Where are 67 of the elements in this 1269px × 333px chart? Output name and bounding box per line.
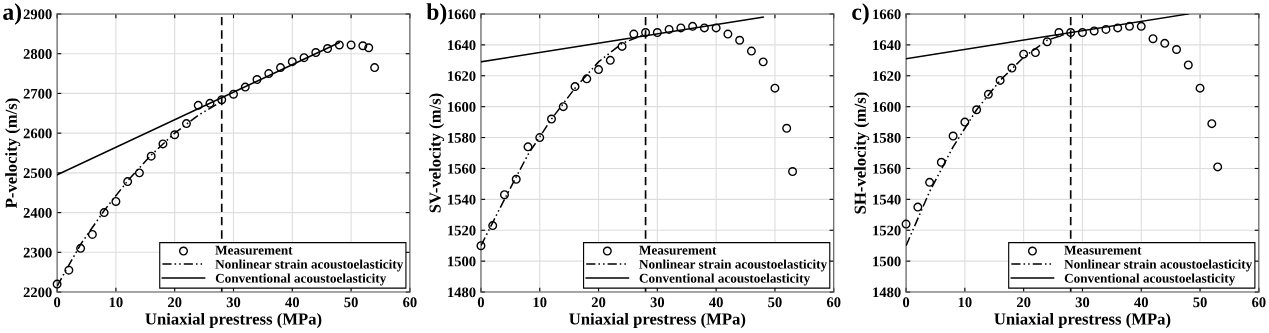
x-tick-label: 0	[902, 297, 910, 308]
x-tick-label: 30	[1075, 297, 1090, 308]
x-tick-label: 50	[1193, 297, 1207, 308]
y-tick-label: 1620	[873, 71, 901, 81]
legend-label: Measurement	[639, 245, 717, 255]
y-tick-label: 1660	[873, 9, 901, 20]
x-tick-label: 60	[826, 297, 841, 308]
y-tick-label: 2500	[23, 168, 52, 179]
legend-label: Conventional acoustoelasticity	[1064, 273, 1236, 286]
y-tick-label: 1520	[873, 225, 901, 236]
chart-title: c)	[852, 3, 869, 25]
legend-label: Nonlinear strain acoustoelasticity	[639, 259, 828, 272]
y-tick-label: 1480	[873, 287, 901, 298]
y-tick-label: 1480	[448, 287, 476, 298]
y-tick-label: 2900	[23, 9, 52, 20]
y-tick-label: 1540	[873, 194, 901, 205]
y-tick-label: 1660	[448, 9, 476, 20]
legend-label: Measurement	[215, 245, 293, 255]
y-tick-label: 2400	[23, 207, 52, 218]
x-tick-label: 60	[1252, 297, 1266, 308]
legend-label: Nonlinear strain acoustoelasticity	[1064, 259, 1253, 272]
y-tick-label: 1600	[873, 102, 901, 112]
x-tick-label: 30	[226, 297, 241, 308]
chart-title: b)	[426, 3, 447, 25]
y-tick-label: 1500	[873, 256, 901, 267]
chart-title: a)	[3, 3, 22, 25]
x-tick-label: 50	[768, 297, 782, 308]
x-tick-label: 0	[54, 297, 61, 308]
y-tick-label: 1640	[448, 40, 476, 51]
x-tick-label: 10	[958, 297, 972, 308]
x-tick-label: 30	[650, 297, 665, 308]
x-axis-title: Uniaxial prestress (MPa)	[145, 312, 322, 329]
y-tick-label: 1520	[448, 225, 476, 236]
x-tick-label: 10	[109, 297, 123, 308]
legend-label: Nonlinear strain acoustoelasticity	[215, 259, 404, 272]
x-tick-label: 20	[168, 297, 182, 308]
legend-label: Conventional acoustoelasticity	[215, 273, 387, 286]
y-axis-title: SV-velocity (m/s)	[428, 93, 445, 213]
legend-label: Conventional acoustoelasticity	[639, 273, 811, 286]
x-axis-title: Uniaxial prestress (MPa)	[994, 312, 1171, 329]
y-tick-label: 1620	[448, 71, 476, 81]
legend-label: Measurement	[1064, 245, 1142, 255]
x-tick-label: 60	[403, 297, 417, 308]
y-axis-title: SH-velocity (m/s)	[854, 92, 870, 214]
y-tick-label: 1540	[448, 194, 476, 205]
y-tick-label: 2300	[23, 247, 52, 258]
y-tick-label: 1640	[873, 40, 901, 51]
y-tick-label: 1600	[448, 102, 476, 112]
x-axis-title: Uniaxial prestress (MPa)	[569, 312, 746, 329]
x-tick-label: 10	[533, 297, 547, 308]
x-tick-label: 20	[1016, 297, 1031, 308]
y-tick-label: 1580	[873, 132, 901, 143]
y-tick-label: 2800	[23, 49, 52, 59]
x-tick-label: 40	[1134, 297, 1148, 308]
x-tick-label: 40	[709, 297, 723, 308]
y-axis-title: P-velocity (m/s)	[5, 98, 21, 209]
x-tick-label: 50	[344, 297, 358, 308]
y-tick-label: 1500	[448, 256, 476, 267]
y-tick-label: 1580	[448, 132, 476, 143]
y-tick-label: 1560	[873, 163, 901, 174]
y-tick-label: 2600	[23, 128, 52, 139]
y-tick-label: 2700	[23, 88, 52, 99]
y-tick-label: 1560	[448, 163, 476, 174]
x-tick-label: 0	[477, 297, 485, 308]
x-tick-label: 20	[591, 297, 606, 308]
y-tick-label: 2200	[23, 287, 52, 298]
x-tick-label: 40	[285, 297, 300, 308]
